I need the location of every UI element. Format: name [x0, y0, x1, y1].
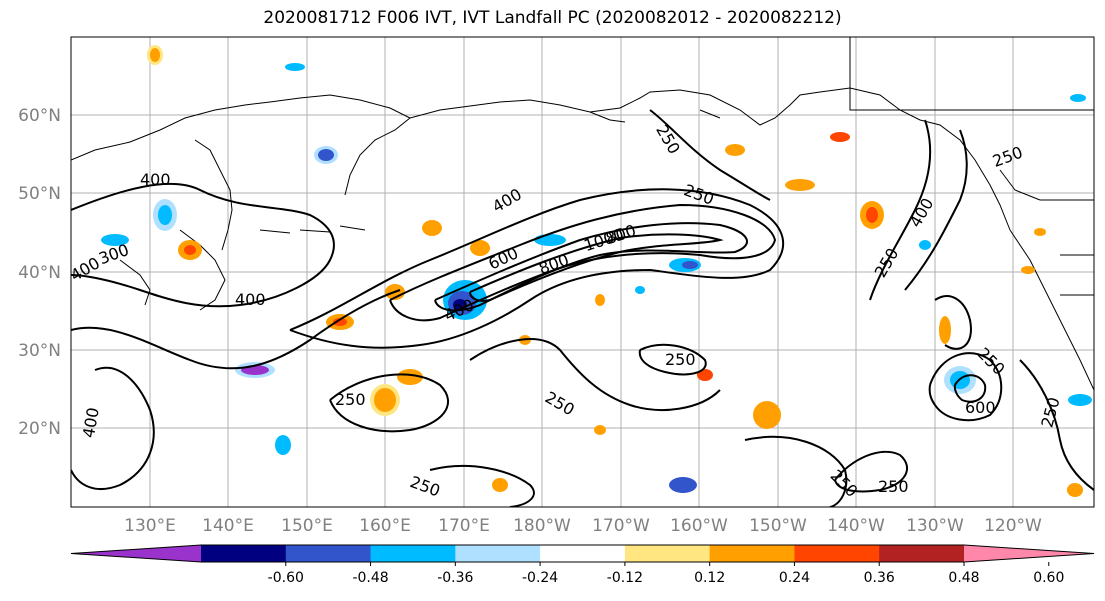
map-title: 2020081712 F006 IVT, IVT Landfall PC (20… [263, 8, 842, 28]
colorbar-segment [370, 545, 456, 562]
lat-label: 20°N [18, 419, 61, 439]
coastlines [71, 37, 1094, 391]
map-area: 400 250 400 250 800 600 800 1000 400 300… [71, 37, 1094, 507]
map-frame [70, 36, 1095, 508]
colorbar-segment [794, 545, 880, 562]
lon-label: 130°W [906, 516, 964, 536]
colorbar-segment [285, 545, 372, 562]
colorbar-segment [201, 545, 287, 562]
lon-label: 180°W [513, 516, 571, 536]
colorbar-extend-high [964, 545, 1094, 562]
colorbar-tick-label: -0.48 [352, 570, 388, 586]
anomaly-shading [101, 45, 1092, 497]
colorbar-segment [624, 545, 711, 562]
lon-label: 120°W [984, 516, 1042, 536]
colorbar-tick-label: -0.12 [607, 570, 643, 586]
lon-label: 160°W [670, 516, 728, 536]
colorbar-tick-label: 0.12 [694, 570, 725, 586]
contour-label: 400 [235, 290, 266, 309]
lat-label: 30°N [18, 341, 61, 361]
longitude-labels: 130°E 140°E 150°E 160°E 170°E 180°W 170°… [124, 516, 1042, 536]
lat-label: 40°N [18, 263, 61, 283]
colorbar: -0.60 -0.48 -0.36 -0.24 -0.12 0.12 0.24 0.36 0.4… [70, 544, 1095, 586]
contour-label: 250 [665, 350, 696, 369]
lon-label: 140°W [827, 516, 885, 536]
contour-label: 600 [965, 398, 996, 417]
lon-label: 150°W [749, 516, 807, 536]
lon-label: 130°E [124, 516, 176, 536]
colorbar-tick-label: 0.24 [779, 570, 810, 586]
contour-label: 250 [878, 477, 909, 496]
colorbar-segment [709, 545, 795, 562]
colorbar-tick-label: -0.60 [268, 570, 304, 586]
colorbar-tick-label: 0.60 [1033, 570, 1064, 586]
colorbar-segment [540, 545, 626, 562]
colorbar-tick-label: -0.36 [437, 570, 473, 586]
lon-label: 170°E [438, 516, 490, 536]
lon-label: 170°W [592, 516, 650, 536]
contour-label: 400 [140, 170, 171, 189]
colorbar-segment [455, 545, 541, 562]
colorbar-tick-label: 0.36 [864, 570, 895, 586]
lon-label: 150°E [281, 516, 333, 536]
lat-label: 50°N [18, 184, 61, 204]
lon-label: 140°E [202, 516, 254, 536]
contour-label: 250 [335, 390, 366, 409]
colorbar-extend-low [71, 545, 201, 562]
colorbar-tick-label: -0.24 [522, 570, 558, 586]
colorbar-tick-label: 0.48 [948, 570, 979, 586]
colorbar-outline [70, 544, 1095, 563]
ivt-contours [71, 109, 1094, 507]
colorbar-segment [879, 545, 965, 562]
lat-label: 60°N [18, 106, 61, 126]
latitude-labels: 60°N 50°N 40°N 30°N 20°N [18, 106, 61, 439]
lon-label: 160°E [359, 516, 411, 536]
